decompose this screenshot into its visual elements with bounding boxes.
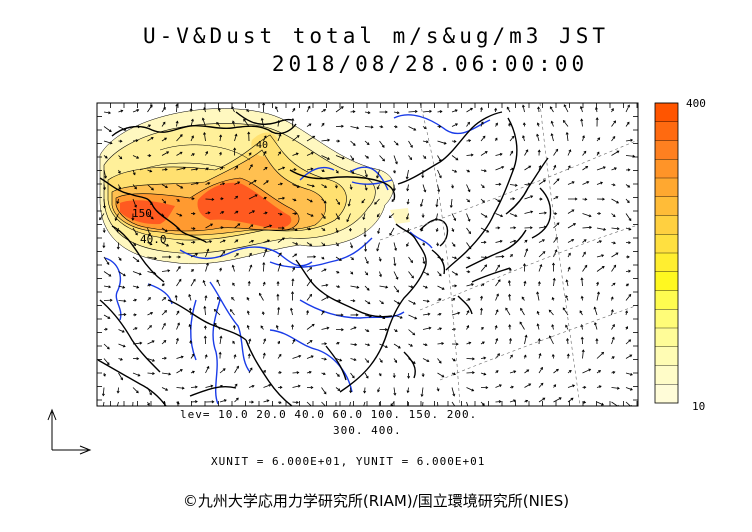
colorbar-swatch <box>655 159 678 179</box>
colorbar-swatch <box>655 121 678 141</box>
colorbar-swatch <box>655 346 678 366</box>
colorbar-swatch <box>655 140 678 160</box>
colorbar-swatch <box>655 215 678 235</box>
colorbar-swatch <box>655 196 678 216</box>
map-title: U-V&Dust total m/s&ug/m3 JST <box>142 24 609 48</box>
colorbar-swatch <box>655 234 678 254</box>
lat-lon-grid <box>379 103 638 406</box>
colorbar-swatch <box>655 384 678 404</box>
colorbar-swatch <box>655 271 678 291</box>
contour-label-40: 40.0 <box>140 233 167 246</box>
colorbar-swatch <box>655 309 678 329</box>
colorbar-swatch <box>655 328 678 348</box>
colorbar-swatch <box>655 290 678 310</box>
frame-ticks <box>96 102 638 406</box>
colorbar-swatch <box>655 103 678 123</box>
colorbar-swatch <box>655 178 678 198</box>
colorbar <box>655 102 678 404</box>
map-timestamp: 2018/08/28.06:00:00 <box>271 52 589 76</box>
colorbar-swatch <box>655 253 678 273</box>
contour-label-40-north: 40 <box>256 140 268 151</box>
rivers <box>104 114 491 405</box>
wind-vector-field <box>99 103 636 406</box>
coastlines-and-borders <box>97 111 552 406</box>
colorbar-min-label: 10 <box>692 400 706 413</box>
colorbar-max-label: 400 <box>686 97 706 110</box>
colorbar-frame <box>654 102 679 404</box>
vector-units: XUNIT = 6.000E+01, YUNIT = 6.000E+01 <box>211 455 486 468</box>
dust-concentration-shading <box>99 108 410 265</box>
unit-vector-arrow <box>47 408 92 455</box>
contour-levels-line2: 300. 400. <box>333 424 402 437</box>
copyright-notice: ©九州大学応用力学研究所(RIAM)/国立環境研究所(NIES) <box>182 492 570 510</box>
contour-label-150: 150 <box>132 207 152 220</box>
map-frame <box>96 102 639 407</box>
contour-levels-line1: lev= 10.0 20.0 40.0 60.0 100. 150. 200. <box>180 408 478 421</box>
colorbar-swatch <box>655 365 678 385</box>
